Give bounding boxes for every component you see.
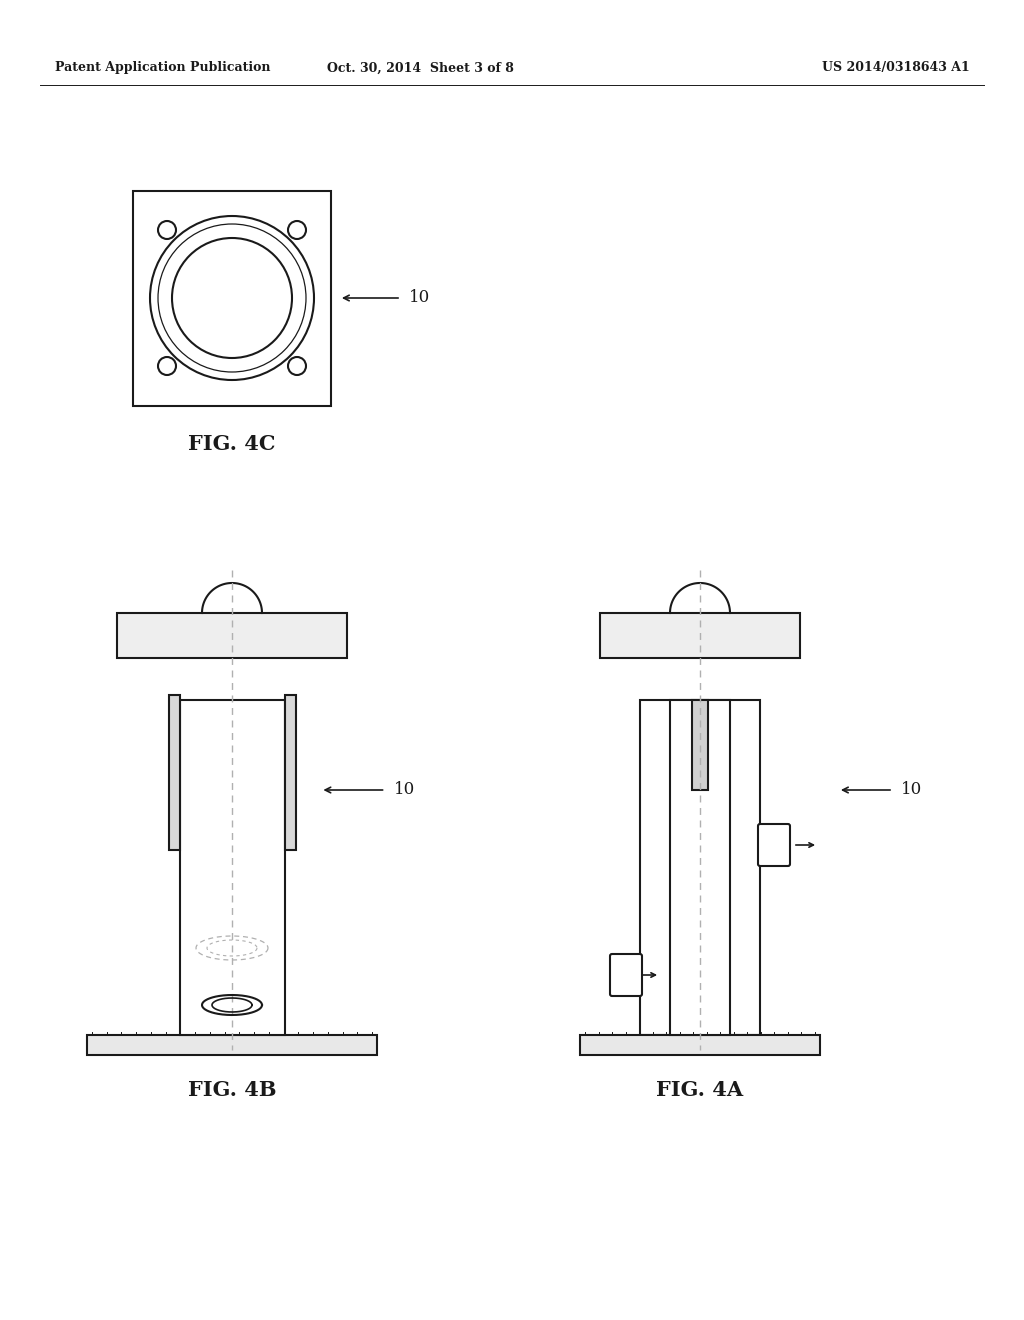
Circle shape	[158, 220, 176, 239]
Bar	[169, 696, 179, 850]
Bar	[87, 1035, 377, 1055]
FancyBboxPatch shape	[610, 954, 642, 997]
Text: 10: 10	[901, 781, 923, 799]
Bar	[117, 612, 347, 657]
FancyBboxPatch shape	[758, 824, 790, 866]
Bar	[692, 700, 708, 789]
Bar	[640, 700, 760, 1035]
Text: FIG. 4A: FIG. 4A	[656, 1080, 743, 1100]
Circle shape	[288, 356, 306, 375]
Text: FIG. 4C: FIG. 4C	[188, 433, 275, 454]
Text: Patent Application Publication: Patent Application Publication	[55, 62, 270, 74]
Circle shape	[158, 224, 306, 372]
Bar	[285, 696, 296, 850]
Text: US 2014/0318643 A1: US 2014/0318643 A1	[822, 62, 970, 74]
Bar	[580, 1035, 820, 1055]
Text: 10: 10	[393, 781, 415, 799]
Bar	[600, 612, 800, 657]
Circle shape	[172, 238, 292, 358]
Text: 10: 10	[409, 289, 430, 306]
Bar	[133, 190, 331, 405]
Circle shape	[158, 356, 176, 375]
Text: Oct. 30, 2014  Sheet 3 of 8: Oct. 30, 2014 Sheet 3 of 8	[327, 62, 513, 74]
Circle shape	[150, 216, 314, 380]
Bar	[670, 700, 730, 1035]
Circle shape	[288, 220, 306, 239]
Text: FIG. 4B: FIG. 4B	[187, 1080, 276, 1100]
Bar	[179, 700, 285, 1035]
